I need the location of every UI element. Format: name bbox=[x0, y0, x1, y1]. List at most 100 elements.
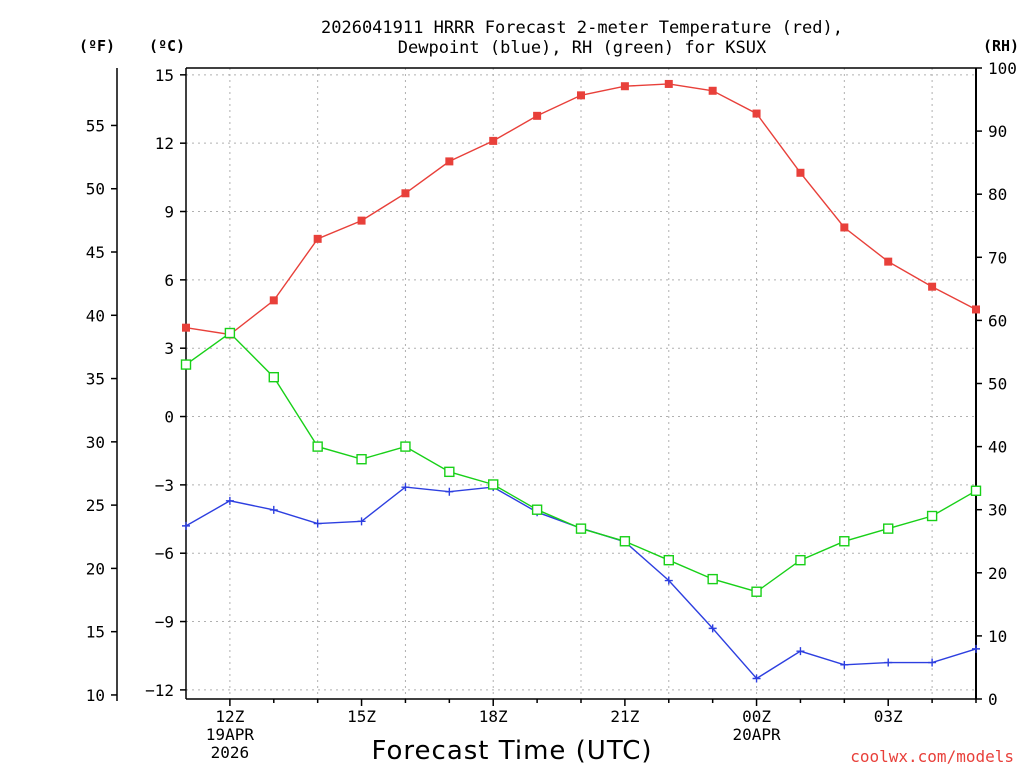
rh-point bbox=[883, 523, 894, 534]
temperature-point bbox=[401, 189, 410, 198]
dewpoint-point bbox=[445, 487, 454, 496]
x-tick-label: 2026 bbox=[211, 743, 250, 762]
rh-point bbox=[356, 454, 367, 465]
dewpoint-point bbox=[972, 644, 980, 653]
fahrenheit-tick-label: 40 bbox=[86, 306, 105, 325]
rh-point bbox=[926, 510, 938, 522]
celsius-tick-label: 0 bbox=[164, 408, 174, 427]
rh-point bbox=[180, 359, 192, 370]
dewpoint-point bbox=[796, 647, 805, 656]
rh-point bbox=[751, 586, 762, 597]
chart-title-line-1: 2026041911 HRRR Forecast 2-meter Tempera… bbox=[321, 18, 843, 38]
celsius-tick-label: −6 bbox=[155, 544, 174, 563]
fahrenheit-tick-label: 30 bbox=[86, 433, 105, 452]
temperature-point bbox=[577, 91, 585, 100]
temperature-point bbox=[884, 257, 893, 266]
temperature-point bbox=[269, 296, 278, 305]
x-axis-title: Forecast Time (UTC) bbox=[371, 736, 652, 766]
chart-title-line-2: Dewpoint (blue), RH (green) for KSUX bbox=[398, 38, 767, 58]
dewpoint-point bbox=[752, 674, 761, 683]
fahrenheit-tick-label: 10 bbox=[86, 686, 105, 705]
rh-point bbox=[839, 536, 850, 547]
fahrenheit-tick-label: 35 bbox=[86, 370, 105, 389]
rh-point bbox=[400, 441, 411, 452]
rh-tick-label: 90 bbox=[988, 122, 1007, 141]
rh-point bbox=[707, 573, 718, 585]
fahrenheit-tick-label: 55 bbox=[86, 116, 105, 135]
fahrenheit-tick-label: 50 bbox=[86, 180, 105, 199]
celsius-tick-label: 6 bbox=[164, 271, 174, 290]
temperature-point bbox=[796, 168, 805, 177]
rh-point bbox=[224, 327, 236, 339]
rh-tick-label: 70 bbox=[988, 248, 1007, 267]
rh-tick-label: 100 bbox=[988, 59, 1017, 78]
temperature-point bbox=[620, 82, 629, 91]
fahrenheit-tick-label: 25 bbox=[86, 496, 105, 515]
rh-point bbox=[268, 371, 279, 383]
temperature-point bbox=[357, 216, 366, 225]
dewpoint-point bbox=[182, 521, 190, 530]
temperature-point bbox=[182, 323, 190, 332]
rh-point bbox=[531, 504, 543, 515]
fahrenheit-unit-label: (ºF) bbox=[79, 37, 115, 55]
temperature-point bbox=[664, 79, 673, 88]
dewpoint-point bbox=[928, 658, 937, 667]
x-tick-label: 15Z bbox=[347, 707, 376, 726]
rh-tick-label: 10 bbox=[988, 627, 1007, 646]
grid bbox=[186, 68, 976, 699]
rh-point bbox=[488, 479, 499, 490]
x-tick-label: 19APR bbox=[206, 725, 255, 744]
temperature-point bbox=[972, 305, 980, 314]
celsius-tick-label: −3 bbox=[155, 476, 174, 495]
x-tick-label: 21Z bbox=[610, 707, 639, 726]
dewpoint-point bbox=[708, 624, 717, 633]
temperature-point bbox=[708, 86, 717, 95]
dewpoint-point bbox=[840, 660, 849, 669]
x-tick-label: 00Z bbox=[742, 707, 771, 726]
rh-point bbox=[619, 536, 631, 547]
rh-point bbox=[575, 523, 587, 534]
dewpoint-point bbox=[884, 658, 893, 667]
dewpoint-series-line bbox=[185, 486, 977, 680]
rh-tick-label: 50 bbox=[988, 375, 1007, 394]
celsius-tick-label: 15 bbox=[155, 66, 174, 85]
rh-point bbox=[970, 485, 982, 496]
rh-point bbox=[444, 466, 455, 478]
rh-point bbox=[663, 554, 674, 566]
temperature-point bbox=[752, 109, 761, 118]
celsius-tick-label: −12 bbox=[145, 681, 174, 700]
fahrenheit-tick-label: 20 bbox=[86, 559, 105, 578]
fahrenheit-tick-label: 15 bbox=[86, 623, 105, 642]
x-tick-label: 12Z bbox=[215, 707, 244, 726]
rh-tick-label: 30 bbox=[988, 501, 1007, 520]
celsius-tick-label: 3 bbox=[164, 339, 174, 358]
dewpoint-point bbox=[269, 505, 278, 514]
rh-point bbox=[795, 554, 806, 566]
dewpoint-point bbox=[357, 517, 366, 526]
celsius-tick-label: 12 bbox=[155, 134, 174, 153]
temperature-point bbox=[489, 136, 498, 145]
celsius-unit-label: (ºC) bbox=[149, 37, 185, 55]
tick-labels: 15129630−3−6−9−1255504540353025201510100… bbox=[86, 59, 1017, 762]
temperature-point bbox=[445, 157, 454, 166]
dewpoint-point bbox=[313, 519, 322, 528]
rh-tick-label: 20 bbox=[988, 564, 1007, 583]
dewpoint-point bbox=[225, 496, 234, 505]
rh-tick-label: 80 bbox=[988, 185, 1007, 204]
rh-series-line bbox=[185, 332, 977, 593]
rh-tick-label: 60 bbox=[988, 311, 1007, 330]
series-layer bbox=[180, 79, 982, 683]
temperature-point bbox=[840, 223, 849, 232]
temperature-point bbox=[313, 234, 322, 243]
x-tick-label: 03Z bbox=[874, 707, 903, 726]
celsius-tick-label: −9 bbox=[155, 613, 174, 632]
axes bbox=[111, 67, 982, 706]
dewpoint-point bbox=[401, 483, 410, 492]
rh-point bbox=[312, 441, 323, 452]
credit-text: coolwx.com/models bbox=[850, 747, 1014, 766]
temperature-point bbox=[928, 282, 937, 291]
x-tick-label: 18Z bbox=[479, 707, 508, 726]
fahrenheit-tick-label: 45 bbox=[86, 243, 105, 262]
celsius-tick-label: 9 bbox=[164, 203, 174, 222]
